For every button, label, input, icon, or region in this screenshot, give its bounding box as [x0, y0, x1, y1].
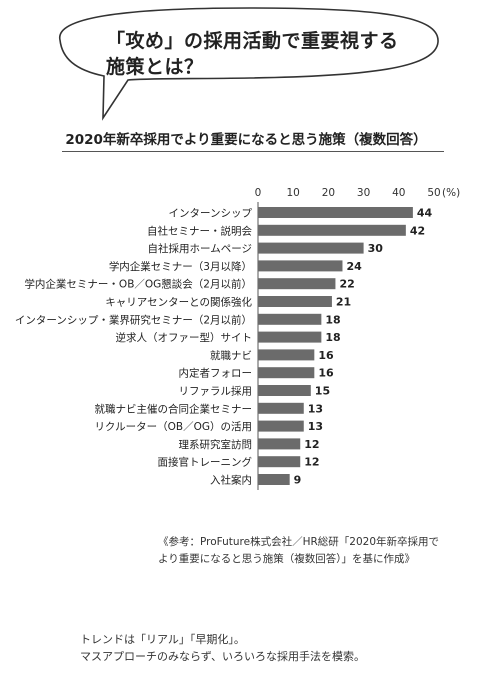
title-rule: [62, 151, 444, 152]
value-label: 44: [417, 207, 433, 220]
bar: [258, 349, 315, 361]
footer-line-2: マスアプローチのみならず、いろいろな採用手法を模索。: [80, 650, 366, 663]
speech-bubble: [59, 7, 439, 121]
value-label: 12: [304, 438, 319, 451]
value-label: 24: [346, 260, 362, 273]
bar: [258, 438, 301, 450]
value-label: 42: [410, 224, 425, 237]
bar: [258, 456, 301, 468]
category-label: 逆求人（オファー型）サイト: [116, 331, 253, 344]
x-tick-label: 10: [287, 187, 300, 199]
value-label: 16: [318, 367, 334, 380]
value-label: 9: [294, 474, 302, 487]
value-label: 13: [308, 420, 323, 433]
category-label: 理系研究室訪問: [179, 438, 253, 451]
bar: [258, 313, 322, 325]
category-label: 自社採用ホームページ: [148, 242, 252, 255]
callout-line-1: 「攻め」の採用活動で重要視する: [106, 30, 399, 52]
category-label: 自社セミナー・説明会: [147, 224, 252, 237]
x-tick-label: 20: [322, 187, 335, 199]
category-label: 内定者フォロー: [179, 367, 253, 380]
bar: [258, 367, 315, 379]
value-label: 22: [339, 278, 354, 291]
value-label: 21: [336, 296, 351, 309]
value-label: 18: [325, 331, 340, 344]
bar-chart: 0 10 20 30 40 50 (%) インターンシップ 44 自社セミナー・説明会 42 自社採用…: [15, 187, 460, 490]
source-line-1: 《参考：ProFuture株式会社／HR総研「2020年新卒採用で: [158, 536, 440, 548]
bar: [258, 420, 304, 432]
source-line-2: より重要になると思う施策（複数回答）」を基に作成》: [158, 553, 416, 565]
category-label: 就職ナビ: [210, 349, 252, 362]
value-label: 16: [318, 349, 334, 362]
bar: [258, 242, 364, 254]
bar: [258, 385, 311, 396]
x-tick-label: 40: [392, 187, 405, 199]
value-label: 13: [308, 402, 323, 415]
callout-line-2: 施策とは？: [106, 56, 204, 78]
chart-title: 2020年新卒採用でより重要になると思う施策（複数回答）: [65, 132, 427, 148]
bar: [258, 207, 413, 218]
category-label: リクルーター（OB／OG）の活用: [94, 421, 252, 433]
category-label: 就職ナビ主催の合同企業セミナー: [95, 402, 253, 415]
value-label: 30: [368, 242, 384, 255]
x-tick-label: 0: [255, 187, 262, 199]
x-tick-label: 30: [357, 187, 370, 199]
category-label: 入社案内: [210, 474, 252, 487]
x-unit-label: (%): [442, 187, 460, 199]
category-label: 学内企業セミナー（3月以降）: [109, 260, 252, 273]
value-label: 15: [315, 385, 330, 398]
category-label: 学内企業セミナー・OB／OG懇談会（2月以前）: [24, 278, 252, 291]
bar: [258, 224, 406, 236]
value-label: 18: [325, 313, 340, 326]
category-label: 面接官トレーニング: [158, 456, 253, 469]
x-tick-label: 50: [427, 187, 440, 199]
bar: [258, 331, 322, 343]
bar: [258, 278, 336, 290]
footer-line-1: トレンドは「リアル」「早期化」。: [80, 633, 245, 646]
category-label: リファラル採用: [179, 385, 253, 398]
bar: [258, 474, 290, 485]
category-label: キャリアセンターとの関係強化: [105, 296, 252, 309]
category-label: インターンシップ: [169, 208, 253, 220]
bar: [258, 260, 343, 272]
value-label: 12: [304, 456, 319, 469]
bar: [258, 296, 332, 307]
category-label: インターンシップ・業界研究セミナー（2月以前）: [15, 313, 252, 326]
bar: [258, 402, 304, 414]
